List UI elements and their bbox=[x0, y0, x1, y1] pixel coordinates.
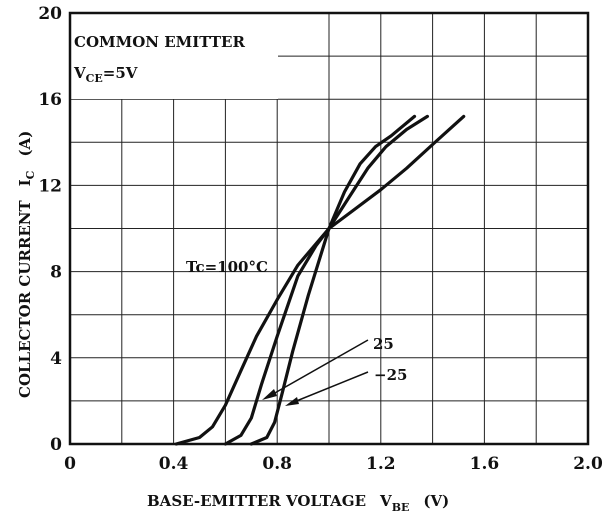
label-25: 25 bbox=[373, 335, 394, 353]
series-line-2 bbox=[249, 114, 417, 446]
annotation-line1: COMMON EMITTER bbox=[74, 33, 245, 51]
y-tick-label: 4 bbox=[50, 349, 62, 369]
x-tick-label: 0.8 bbox=[262, 454, 292, 474]
annotation-line2: VCE=5V bbox=[73, 64, 138, 85]
x-tick-label: 0.4 bbox=[159, 454, 189, 474]
y-tick-label: 8 bbox=[50, 263, 62, 283]
y-tick-label: 0 bbox=[50, 435, 62, 455]
x-axis-label: BASE-EMITTER VOLTAGE VBE (V) bbox=[147, 492, 449, 514]
x-tick-label: 0 bbox=[64, 454, 76, 474]
x-tick-label: 2.0 bbox=[573, 454, 603, 474]
y-axis-label: COLLECTOR CURRENTIC(A) bbox=[16, 131, 37, 398]
y-tick-label: 16 bbox=[38, 90, 62, 110]
series-line-0 bbox=[174, 114, 466, 446]
curves bbox=[174, 114, 466, 446]
arrow-25 bbox=[265, 339, 369, 399]
ticks: 0 0.4 0.8 1.2 1.6 2.0 0 4 8 12 16 20 bbox=[38, 4, 603, 474]
annotation-box bbox=[70, 13, 278, 99]
x-tick-label: 1.2 bbox=[366, 454, 396, 474]
label-minus-25: −25 bbox=[374, 366, 407, 384]
arrow-minus-25-head bbox=[285, 397, 299, 406]
x-tick-label: 1.6 bbox=[470, 454, 500, 474]
series-line-1 bbox=[223, 114, 429, 446]
arrow-minus-25 bbox=[288, 371, 369, 405]
y-tick-label: 20 bbox=[38, 4, 62, 24]
label-tc-100: Tc=100°C bbox=[186, 258, 268, 276]
y-tick-label: 12 bbox=[38, 176, 62, 196]
arrow-25-head bbox=[262, 389, 277, 400]
plot-frame bbox=[68, 11, 590, 446]
